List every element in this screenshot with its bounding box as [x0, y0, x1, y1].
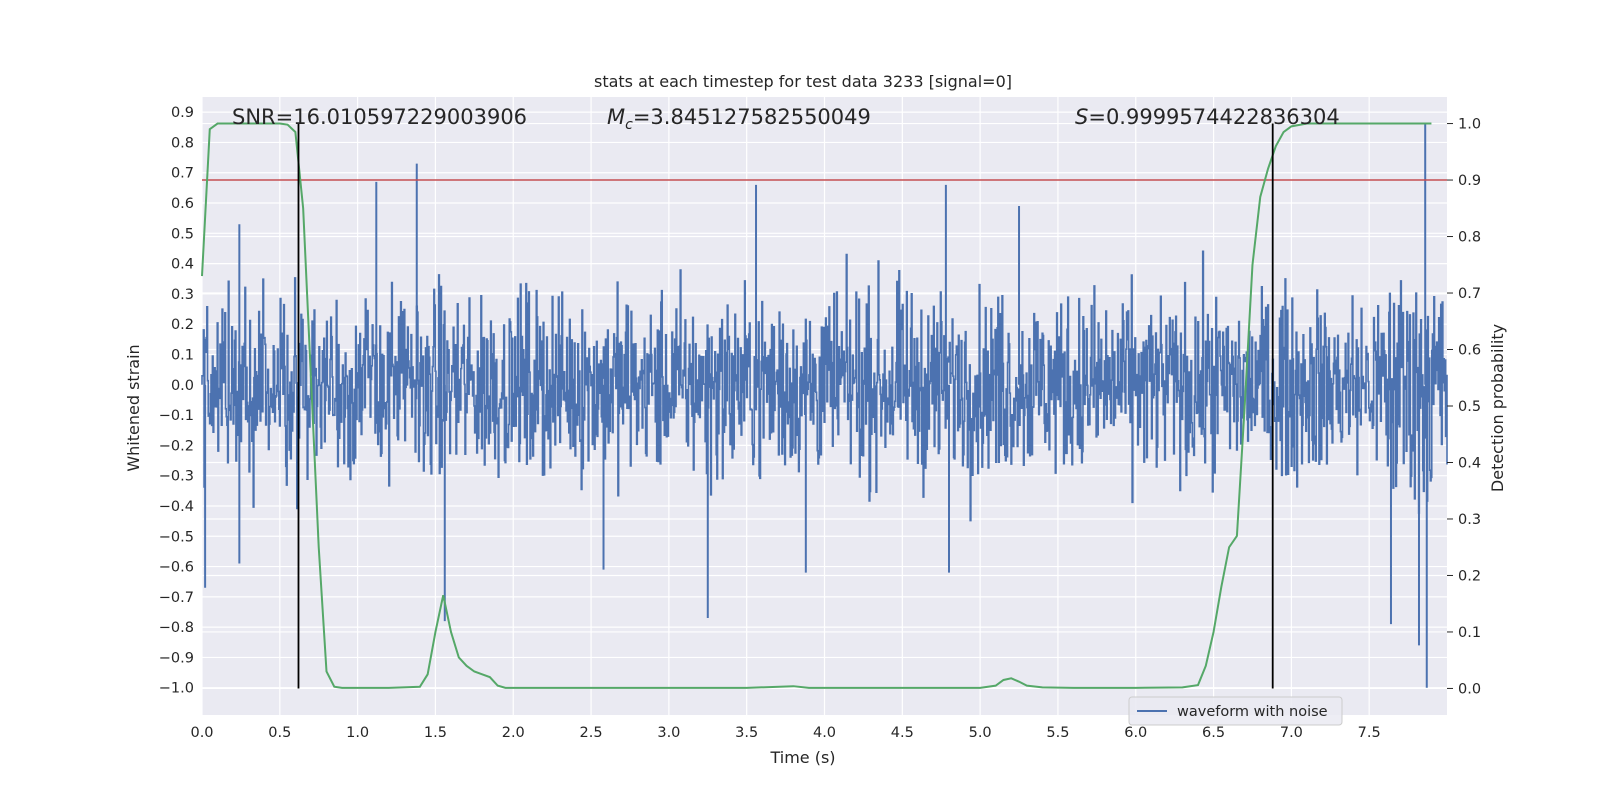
y-tick-label-7: 0.2: [171, 317, 194, 333]
x-tick-label-2: 1.0: [346, 725, 369, 741]
legend-box: [1128, 696, 1343, 726]
legend: waveform with noise: [1128, 696, 1343, 726]
x-tick-label-11: 5.5: [1046, 725, 1069, 741]
x-tick-label-4: 2.0: [502, 725, 525, 741]
y-tick-label-18: −0.9: [159, 650, 194, 666]
y-tick-label-16: −0.7: [159, 590, 194, 606]
chirp-mass-symbol: M: [607, 105, 625, 129]
y-tick-label-9: 0.0: [171, 378, 194, 394]
y2-tick-label-3: 0.7: [1458, 286, 1481, 302]
x-tick-label-6: 3.0: [657, 725, 680, 741]
waveform-line: [201, 250, 1448, 522]
y-tick-label-11: −0.2: [159, 438, 194, 454]
chirp-mass-annotation: Mc=3.845127582550049: [607, 105, 871, 133]
y2-tick-label-5: 0.5: [1458, 399, 1481, 415]
waveform-series: [201, 124, 1448, 688]
y-tick-label-6: 0.3: [171, 287, 194, 303]
tick-labels: 0.0 0.5 1.0 1.5 2.0 2.5 3.0 3.5 4.0 4.5 5.0 5.5 6.0 6…: [159, 105, 1481, 741]
y2-tick-label-8: 0.2: [1458, 568, 1481, 584]
y-tick-label-3: 0.6: [171, 196, 194, 212]
y-axis-label: Whitened strain: [124, 344, 143, 471]
vertical-markers: [297, 123, 1274, 689]
x-tick-label-15: 7.5: [1358, 725, 1381, 741]
x-tick-label-1: 0.5: [268, 725, 291, 741]
y2-tick-label-9: 0.1: [1458, 625, 1481, 641]
probability-series: [201, 122, 1432, 689]
x-tick-label-3: 1.5: [424, 725, 447, 741]
probability-line: [201, 122, 1432, 689]
y-tick-label-13: −0.4: [159, 499, 194, 515]
y-tick-label-19: −1.0: [159, 681, 194, 697]
y-tick-label-12: −0.3: [159, 469, 194, 485]
x-tick-label-5: 2.5: [580, 725, 603, 741]
chirp-mass-value: =3.845127582550049: [633, 105, 871, 129]
y-tick-label-2: 0.7: [171, 166, 194, 182]
y2-tick-label-6: 0.4: [1458, 455, 1481, 471]
y-tick-label-15: −0.6: [159, 560, 194, 576]
legend-label-waveform: waveform with noise: [1177, 704, 1328, 720]
y-tick-label-10: −0.1: [159, 408, 194, 424]
grid-lines: [201, 97, 1447, 715]
y2-tick-label-2: 0.8: [1458, 230, 1481, 246]
chart-title: stats at each timestep for test data 323…: [594, 72, 1012, 91]
y2-tick-label-10: 0.0: [1458, 681, 1481, 697]
y-tick-label-8: 0.1: [171, 348, 194, 364]
y2-axis-label: Detection probability: [1488, 324, 1507, 492]
y-tick-label-1: 0.8: [171, 135, 194, 151]
y-tick-label-14: −0.5: [159, 529, 194, 545]
x-tick-label-10: 5.0: [969, 725, 992, 741]
y2-tick-label-7: 0.3: [1458, 512, 1481, 528]
statistic-value: =0.9999574422836304: [1088, 105, 1339, 129]
x-tick-label-12: 6.0: [1124, 725, 1147, 741]
statistic-symbol: S: [1075, 105, 1088, 129]
x-tick-label-14: 7.0: [1280, 725, 1303, 741]
chirp-mass-subscript: c: [625, 117, 633, 133]
x-tick-label-8: 4.0: [813, 725, 836, 741]
y2-tick-label-1: 0.9: [1458, 173, 1481, 189]
snr-annotation: SNR=16.010597229003906: [232, 105, 527, 129]
y-tick-label-5: 0.4: [171, 257, 194, 273]
x-axis-label: Time (s): [769, 748, 835, 767]
y-tick-label-4: 0.5: [171, 226, 194, 242]
x-tick-label-13: 6.5: [1202, 725, 1225, 741]
y2-tick-label-4: 0.6: [1458, 343, 1481, 359]
y-tick-label-17: −0.8: [159, 620, 194, 636]
y2-tick-label-0: 1.0: [1458, 117, 1481, 133]
y-tick-label-0: 0.9: [171, 105, 194, 121]
x-tick-label-7: 3.5: [735, 725, 758, 741]
x-tick-label-9: 4.5: [891, 725, 914, 741]
x-tick-label-0: 0.0: [190, 725, 213, 741]
statistic-annotation: S=0.9999574422836304: [1075, 105, 1340, 129]
